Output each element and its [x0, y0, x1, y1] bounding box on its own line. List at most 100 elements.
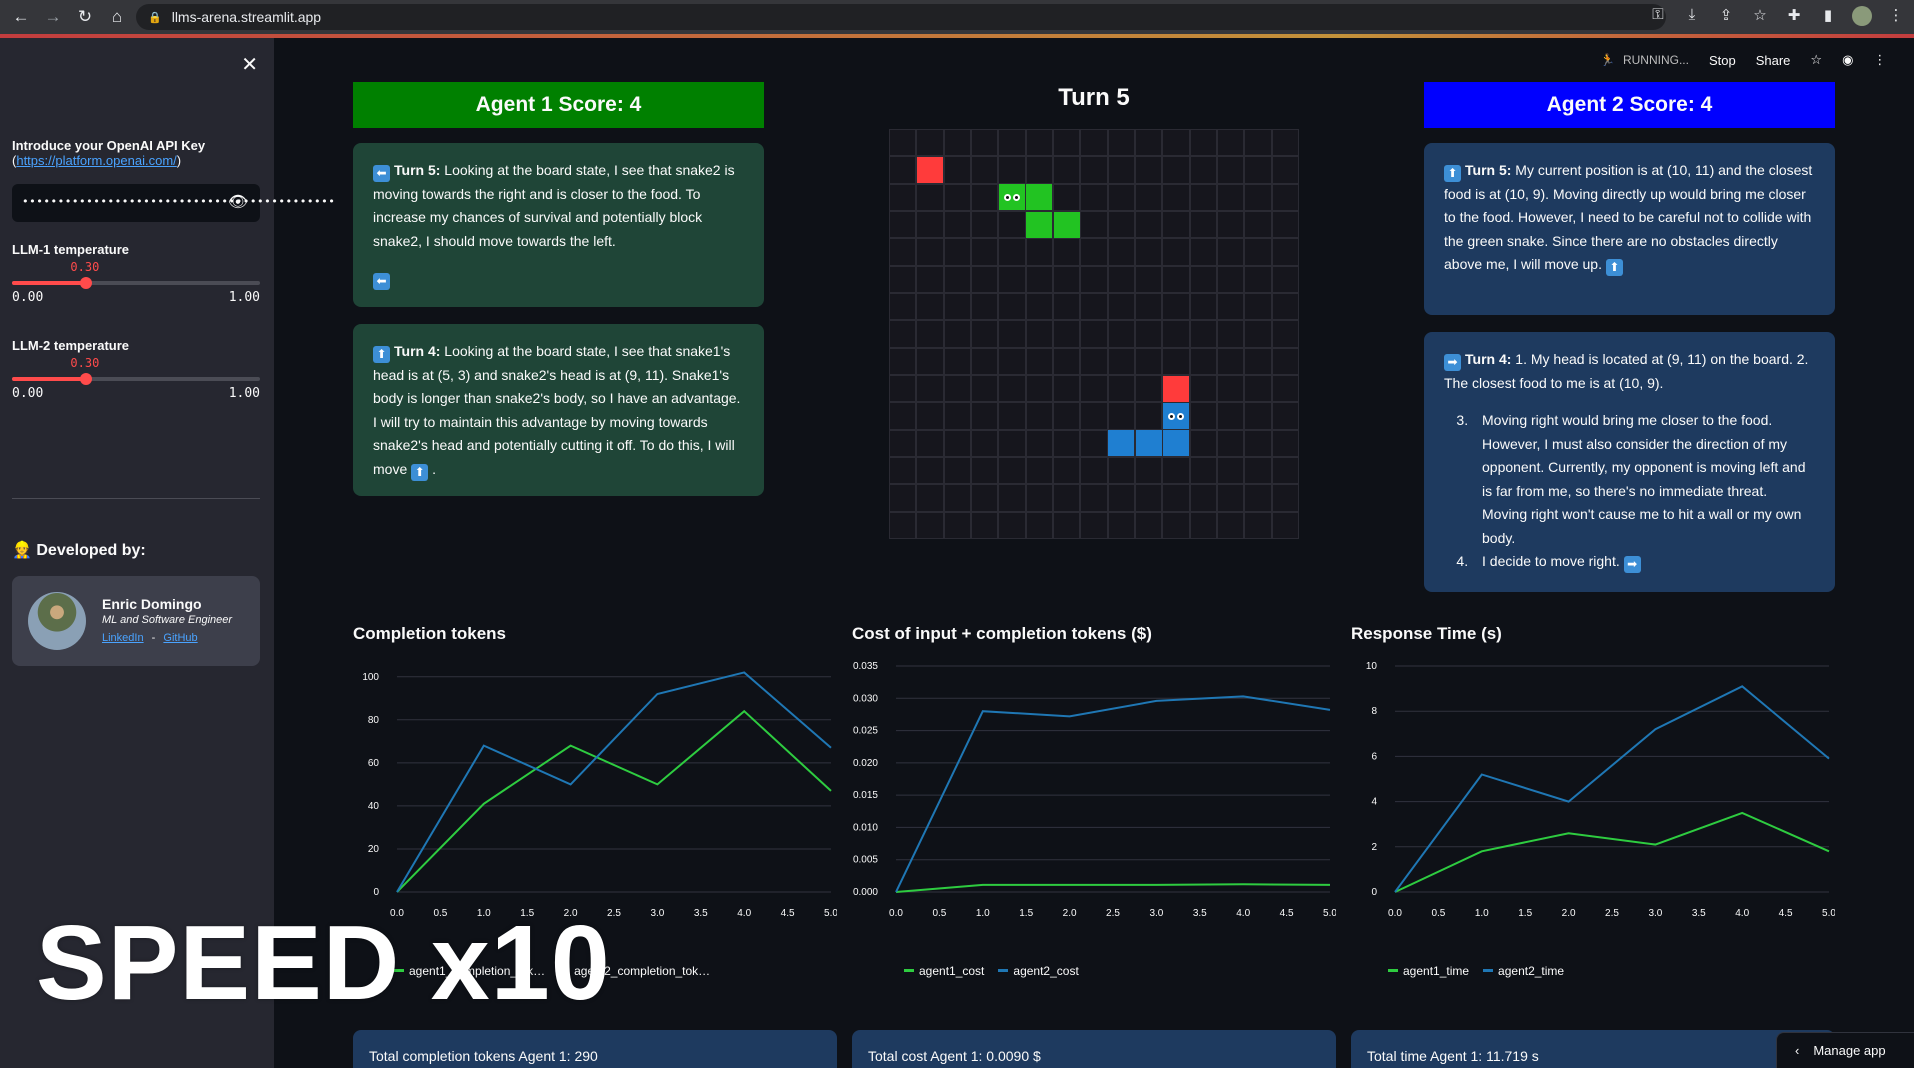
forward-arrow-icon[interactable]: →: [44, 7, 62, 26]
board-cell: [1135, 211, 1163, 239]
board-cell: [1107, 511, 1135, 539]
board-cell: [943, 156, 971, 184]
favorite-star-icon[interactable]: ☆: [1810, 52, 1823, 67]
github-icon[interactable]: ◉: [1842, 52, 1854, 67]
board-cell: [943, 211, 971, 239]
board-cell: [971, 183, 999, 211]
snake-eye: [1013, 194, 1021, 202]
legend-item-agent2[interactable]: agent2_completion_tok…: [559, 964, 710, 978]
slider-track[interactable]: [12, 377, 260, 381]
completion-tokens-chart[interactable]: 0 20 40 60 80 100 0.0 0.5 1.0 1.5 2.0 2.5 3.0 3.5 4.0 4…: [353, 650, 838, 945]
snake2-head: [1163, 403, 1190, 430]
key-icon[interactable]: ⚿: [1652, 6, 1664, 23]
install-icon[interactable]: ⤓: [1688, 6, 1696, 23]
sidebar: ✕ Introduce your OpenAI API Key (https:/…: [0, 38, 335, 1068]
board-cell: [1189, 238, 1217, 266]
developer-avatar: [28, 592, 86, 650]
total-cost: Total cost Agent 1: 0.0090 $: [852, 1030, 1336, 1068]
slider-track[interactable]: [12, 281, 260, 285]
legend-item-agent2[interactable]: agent2_cost: [998, 964, 1079, 978]
share-page-icon[interactable]: ⇪: [1719, 7, 1733, 24]
board-cell: [1271, 238, 1299, 266]
back-arrow-icon[interactable]: ←: [12, 7, 30, 26]
series-line-1: [895, 883, 1331, 893]
board-cell: [1135, 320, 1163, 348]
extensions-puzzle-icon[interactable]: ✚: [1787, 7, 1801, 24]
board-cell: [1080, 129, 1108, 157]
show-password-eye-icon[interactable]: 👁: [227, 194, 248, 211]
x-tick-label: 3.5: [694, 908, 708, 919]
x-tick-label: 4.5: [1779, 908, 1793, 919]
snake2-body-segment: [1163, 430, 1190, 457]
board-cell: [1053, 293, 1081, 321]
response-time-chart[interactable]: 0 2 4 6 8 10 0.0 0.5 1.0 1.5 2.0 2.5 3.0 3.5 4.0 4.5 5.0: [1351, 650, 1837, 945]
cost-chart[interactable]: 0.000 0.005 0.010 0.015 0.020 0.025 0.030 0.035…: [852, 650, 1337, 945]
board-cell: [1162, 156, 1190, 184]
board-cell: [1025, 347, 1053, 375]
legend-item-agent1[interactable]: agent1_cost: [904, 964, 984, 978]
chart-title-cost: Cost of input + completion tokens ($): [852, 624, 1152, 643]
profile-avatar[interactable]: [1852, 6, 1872, 30]
board-cell: [916, 484, 944, 512]
x-tick-label: 0.5: [1431, 908, 1445, 919]
board-cell: [1107, 484, 1135, 512]
board-cell: [1189, 457, 1217, 485]
main-menu-icon[interactable]: ⋮: [1873, 52, 1887, 67]
x-tick-label: 3.0: [1648, 908, 1662, 919]
board-cell: [943, 484, 971, 512]
board-cell: [916, 347, 944, 375]
legend-item-agent1[interactable]: agent1_time: [1388, 964, 1469, 978]
manage-app-button[interactable]: ‹ Manage app: [1776, 1032, 1914, 1068]
board-cell: [998, 129, 1026, 157]
board-cell: [1025, 429, 1053, 457]
legend-item-agent2[interactable]: agent2_time: [1483, 964, 1564, 978]
board-cell: [1271, 429, 1299, 457]
slider-min: 0.00: [12, 386, 44, 401]
share-button[interactable]: Share: [1755, 52, 1791, 68]
menu-kebab-icon[interactable]: ⋮: [1888, 7, 1904, 24]
board-cell: [1271, 320, 1299, 348]
close-sidebar-icon[interactable]: ✕: [241, 54, 258, 76]
slider-thumb[interactable]: [80, 373, 93, 385]
reload-icon[interactable]: ↻: [77, 7, 93, 26]
board-cell: [943, 183, 971, 211]
x-tick-label: 1.5: [1518, 908, 1532, 919]
board-cell: [1025, 156, 1053, 184]
openai-link[interactable]: https://platform.openai.com/: [16, 153, 177, 168]
api-key-input[interactable]: ••••••••••••••••••••••••••••••••••••••••…: [12, 184, 335, 222]
board-cell: [1217, 238, 1245, 266]
llm1-temperature-slider[interactable]: 0.30 0.00 1.00: [12, 260, 260, 305]
board-cell: [889, 375, 917, 403]
board-cell: [1162, 402, 1190, 430]
developer-links: LinkedIn - GitHub: [102, 632, 198, 644]
slider-thumb[interactable]: [80, 277, 93, 289]
board-cell: [943, 347, 971, 375]
board-cell: [1135, 183, 1163, 211]
slider-fill: [12, 281, 87, 285]
bookmark-star-icon[interactable]: ☆: [1753, 7, 1767, 24]
y-tick-label: 0.010: [853, 822, 878, 833]
board-cell: [1189, 129, 1217, 157]
legend-item-agent1[interactable]: agent1_completion_tok…: [394, 964, 545, 978]
address-bar[interactable]: 🔒 llms-arena.streamlit.app: [136, 4, 1666, 30]
board-cell: [916, 402, 944, 430]
github-link[interactable]: GitHub: [163, 632, 198, 644]
side-panel-icon[interactable]: ▮: [1823, 7, 1833, 24]
llm2-temperature-slider[interactable]: 0.30 0.00 1.00: [12, 356, 260, 401]
board-cell: [971, 347, 999, 375]
home-icon[interactable]: ⌂: [111, 7, 123, 26]
stop-button[interactable]: Stop: [1708, 52, 1736, 68]
board-cell: [1217, 457, 1245, 485]
board-cell: [1189, 375, 1217, 403]
board-cell: [889, 347, 917, 375]
board-cell: [998, 484, 1026, 512]
board-cell: [1244, 511, 1272, 539]
snake-eye: [1004, 194, 1012, 202]
board-cell: [916, 457, 944, 485]
board-cell: [889, 457, 917, 485]
slider-fill: [12, 377, 87, 381]
board-cell: [943, 429, 971, 457]
board-cell: [1053, 320, 1081, 348]
linkedin-link[interactable]: LinkedIn: [102, 632, 144, 644]
series-line-2: [1394, 685, 1830, 893]
